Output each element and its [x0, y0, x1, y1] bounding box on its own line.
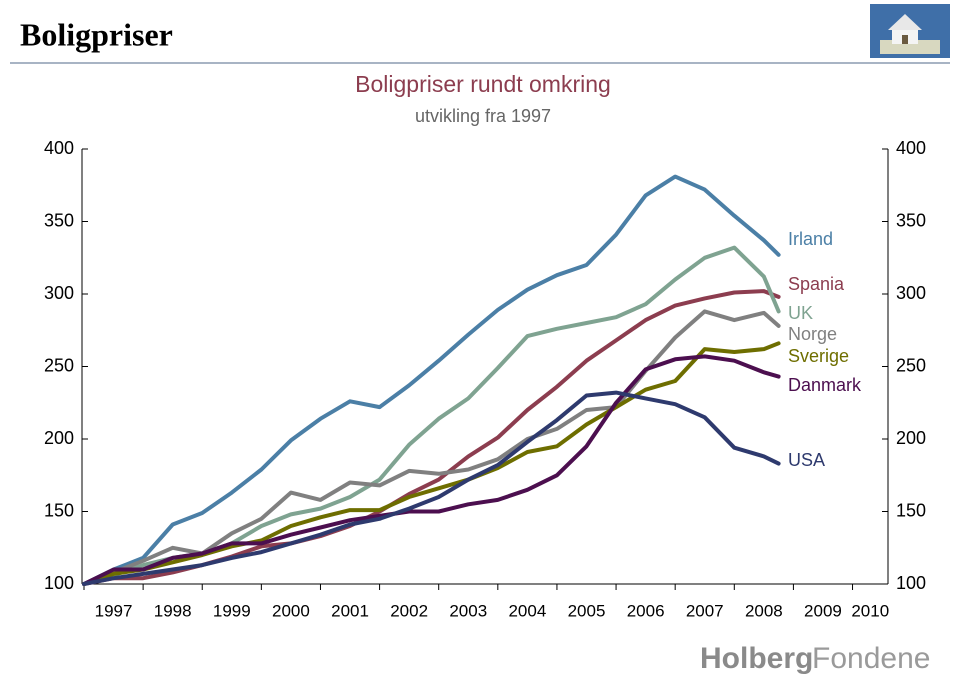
y2-tick-label: 400: [896, 138, 926, 158]
x-tick-label: 2008: [745, 601, 783, 620]
y2-tick-label: 350: [896, 210, 926, 230]
chart-title: Boligpriser rundt omkring: [355, 71, 611, 97]
y2-tick-label: 250: [896, 355, 926, 375]
y-tick-label: 100: [44, 573, 74, 593]
x-tick-label: 2007: [686, 601, 724, 620]
series-label: Norge: [788, 324, 837, 344]
x-tick-label: 2006: [627, 601, 665, 620]
x-tick-label: 2005: [568, 601, 606, 620]
x-tick-label: 2010: [851, 601, 889, 620]
y2-tick-label: 200: [896, 428, 926, 448]
x-tick-label: 1999: [213, 601, 251, 620]
slide-title: Boligpriser: [20, 16, 173, 52]
x-tick-label: 2002: [390, 601, 428, 620]
series-line: [82, 390, 781, 586]
series-label: Sverige: [788, 346, 849, 366]
x-tick-label: 2003: [449, 601, 487, 620]
y2-tick-label: 300: [896, 283, 926, 303]
series-line: [82, 289, 781, 586]
series-line: [82, 309, 781, 586]
y-tick-label: 400: [44, 138, 74, 158]
logo-light: Fondene: [812, 642, 930, 675]
x-tick-label: 1997: [95, 601, 133, 620]
y-tick-label: 300: [44, 283, 74, 303]
series-label: UK: [788, 303, 813, 323]
y2-tick-label: 150: [896, 500, 926, 520]
plot: 100 100 150 150 200 200 250 250 300 300 350 350 400 4…: [44, 138, 926, 621]
series-line: [82, 174, 781, 586]
series-line: [82, 341, 781, 586]
series-label: USA: [788, 450, 825, 470]
x-tick-label: 2001: [331, 601, 369, 620]
y-tick-label: 200: [44, 428, 74, 448]
x-tick-label: 1998: [154, 601, 192, 620]
series-line: [82, 354, 781, 586]
x-tick-label: 2000: [272, 601, 310, 620]
series-label: Irland: [788, 229, 833, 249]
chart-subtitle: utvikling fra 1997: [415, 106, 551, 126]
series-label: Spania: [788, 274, 845, 294]
series-line: [82, 245, 781, 586]
x-tick-label: 2004: [508, 601, 546, 620]
series-label: Danmark: [788, 375, 862, 395]
y-tick-label: 250: [44, 355, 74, 375]
y2-tick-label: 100: [896, 573, 926, 593]
y-tick-label: 150: [44, 500, 74, 520]
house-icon: [870, 4, 950, 58]
y-tick-label: 350: [44, 210, 74, 230]
x-tick-label: 2009: [804, 601, 842, 620]
logo-bold: Holberg: [700, 642, 813, 675]
